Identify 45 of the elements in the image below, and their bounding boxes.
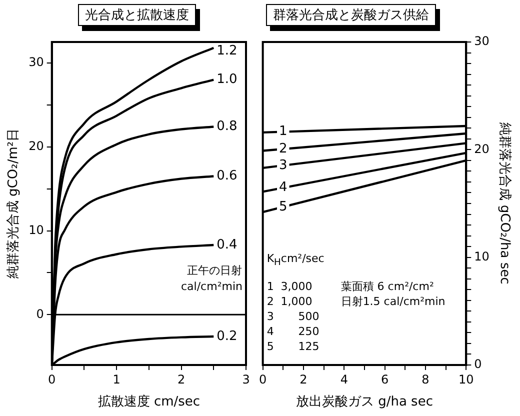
y2-tick-label: 0: [474, 357, 482, 372]
annotation: 葉面積 6 cm²/cm²: [340, 280, 434, 293]
series-label: 5: [279, 199, 288, 214]
x-axis-title: 拡散速度 cm/sec: [98, 394, 200, 410]
x-tick-label: 4: [340, 372, 348, 386]
y-tick-label: 0: [36, 306, 44, 321]
annotation: 1 3,000: [266, 280, 312, 293]
annotation: K$_{H}$cm²/sec: [266, 252, 324, 270]
chart-title: 群落光合成と炭酸ガス供給: [266, 4, 436, 26]
annotation: 4 250: [266, 325, 320, 338]
series-label: 0.6: [216, 168, 238, 184]
series-label: 2: [279, 141, 288, 156]
x-tick-label: 10: [458, 372, 474, 386]
annotation: 5 125: [266, 340, 320, 353]
x-tick-label: 0: [48, 372, 56, 386]
y2-tick-label: 30: [474, 34, 490, 48]
annotation: 正午の日射: [187, 264, 242, 277]
annotation: 2 1,000: [266, 295, 312, 308]
x-axis-title: 放出炭酸ガス g/ha sec: [296, 394, 433, 410]
x-tick-label: 8: [422, 372, 430, 386]
series-label: 3: [279, 158, 288, 173]
y-axis-title: 純群落光合成 gCO₂/m²日: [6, 128, 22, 279]
x-tick-label: 6: [380, 372, 389, 386]
y-tick-label: 20: [28, 138, 44, 153]
x-tick-label: 3: [242, 372, 250, 386]
annotation: cal/cm²min: [181, 280, 242, 293]
x-tick-label: 2: [177, 372, 186, 386]
chart-title: 光合成と拡散速度: [78, 4, 196, 26]
y-tick-label: 30: [28, 55, 44, 70]
series-label: 4: [279, 180, 288, 196]
annotation: 日射1.5 cal/cm²min: [340, 295, 446, 308]
series-label: 1.0: [216, 72, 238, 88]
series-label: 0.8: [216, 119, 238, 134]
series-label: 1: [279, 124, 288, 140]
x-tick-label: 0: [258, 372, 267, 386]
x-tick-label: 2: [300, 372, 308, 386]
y-tick-label: 10: [28, 222, 44, 237]
series-label: 1.2: [216, 43, 238, 58]
series-label: 0.2: [216, 328, 238, 344]
x-tick-label: 1: [112, 372, 120, 386]
annotation: 3 500: [266, 310, 320, 323]
y2-tick-label: 10: [474, 249, 490, 264]
y2-axis-title: 純群落光合成 gCO₂/ha sec: [496, 122, 512, 284]
series-label: 0.4: [216, 237, 238, 252]
y2-tick-label: 20: [474, 142, 490, 156]
